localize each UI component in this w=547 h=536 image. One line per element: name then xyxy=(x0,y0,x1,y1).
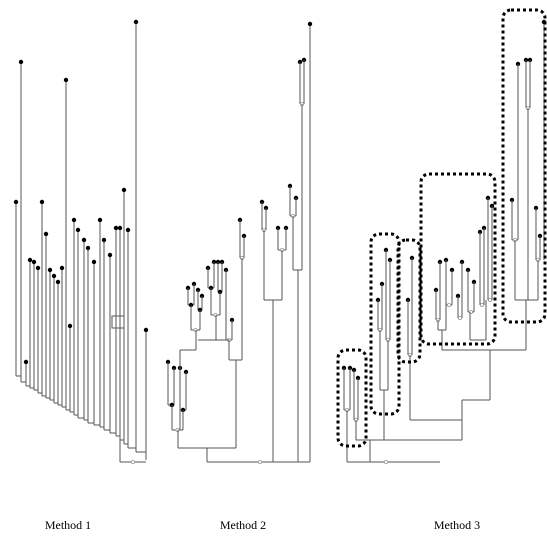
leaf-node xyxy=(71,217,77,223)
leaf-node xyxy=(143,327,149,333)
leaf-node xyxy=(47,267,53,273)
leaf-node xyxy=(27,257,33,263)
leaf-node xyxy=(133,19,139,25)
merge-node xyxy=(130,459,135,464)
leaf-node xyxy=(31,259,37,265)
leaf-node xyxy=(307,21,313,27)
leaf-node xyxy=(24,360,28,364)
leaf-node xyxy=(75,227,81,233)
leaf-node xyxy=(18,59,24,65)
cluster-outline xyxy=(501,8,547,324)
merge-node xyxy=(479,302,484,307)
leaf-node xyxy=(59,265,65,271)
leaf-node xyxy=(101,237,107,243)
merge-node xyxy=(383,459,388,464)
cluster-outline xyxy=(419,172,497,346)
dendrogram-method-3 xyxy=(341,19,547,464)
merge-node xyxy=(446,302,451,307)
leaf-node xyxy=(107,252,113,258)
merge-node xyxy=(487,297,492,302)
cluster-outline xyxy=(396,238,422,364)
merge-node xyxy=(257,459,262,464)
leaf-node xyxy=(67,323,73,329)
leaf-node xyxy=(13,199,19,205)
panel-caption-method-2: Method 2 xyxy=(219,518,267,532)
leaf-node xyxy=(117,225,123,231)
panel-caption-method-3: Method 3 xyxy=(433,518,481,532)
leaf-node xyxy=(121,187,127,193)
cluster-outline xyxy=(369,232,401,416)
leaf-node xyxy=(97,217,103,223)
merge-node xyxy=(457,315,462,320)
cluster-outlines-method-3 xyxy=(336,8,547,448)
loop-bracket xyxy=(111,315,125,329)
leaf-node xyxy=(91,259,97,265)
leaf-node xyxy=(125,227,131,233)
leaf-node xyxy=(35,265,41,271)
leaf-node xyxy=(43,231,49,237)
leaf-node xyxy=(51,273,57,279)
cluster-outline xyxy=(336,348,368,448)
dendrogram-method-1 xyxy=(13,19,149,464)
panel-caption-method-1: Method 1 xyxy=(44,518,92,532)
leaf-node xyxy=(63,77,69,83)
dendrogram-method-2 xyxy=(165,21,313,464)
leaf-node xyxy=(55,279,61,285)
leaf-node xyxy=(113,225,119,231)
leaf-node xyxy=(85,245,91,251)
leaf-node xyxy=(39,199,45,205)
leaf-node xyxy=(81,237,87,243)
